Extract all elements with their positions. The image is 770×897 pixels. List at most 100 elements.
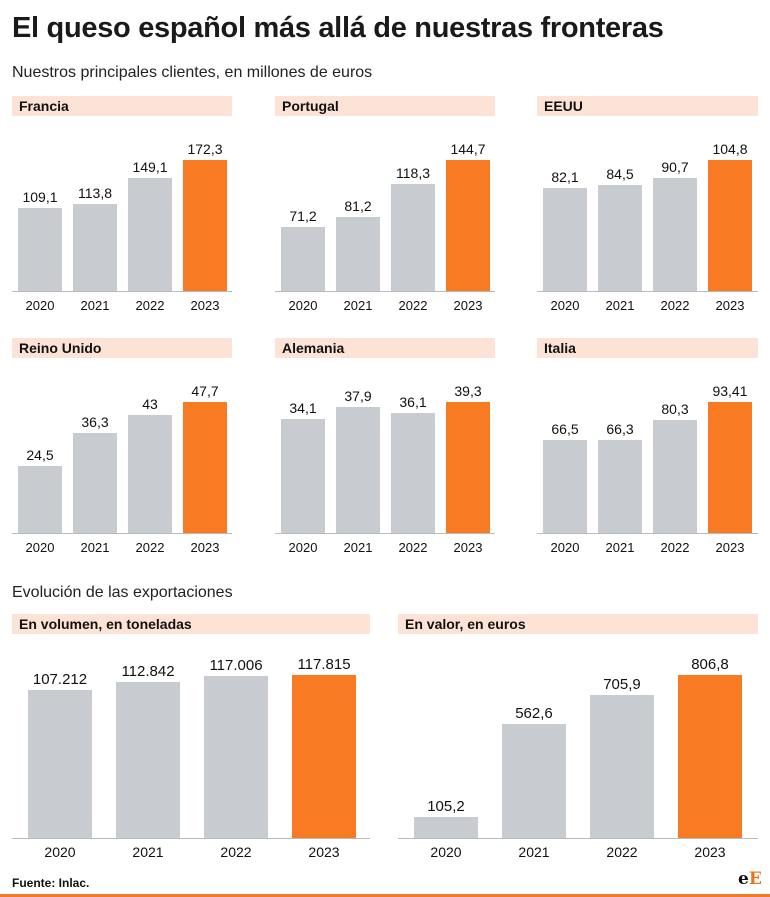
data-label: 109,1: [22, 189, 57, 205]
x-tick-label: 2021: [606, 540, 635, 555]
chart-title: Italia: [537, 338, 758, 358]
data-label: 562,6: [515, 705, 553, 722]
bar-2022: [128, 178, 172, 291]
logo-letter: e: [738, 869, 749, 889]
bar-2023: [678, 675, 742, 838]
x-tick-label: 2023: [308, 844, 339, 860]
bar-2022: [653, 420, 697, 533]
bar-2021: [116, 682, 180, 838]
x-tick-label: 2022: [136, 298, 165, 313]
page-subtitle: Nuestros principales clientes, en millon…: [12, 64, 373, 81]
x-tick-label: 2021: [518, 844, 549, 860]
x-tick-label: 2022: [220, 844, 251, 860]
x-tick-label: 2021: [81, 298, 110, 313]
data-label: 93,41: [712, 383, 747, 399]
data-label: 149,1: [132, 159, 167, 175]
bar-2020: [28, 690, 92, 838]
bar-2021: [502, 724, 566, 838]
x-tick-label: 2023: [716, 540, 745, 555]
bar-2020: [281, 419, 325, 533]
data-label: 39,3: [454, 383, 481, 399]
x-tick-label: 2020: [289, 540, 318, 555]
chart-title: Portugal: [275, 96, 495, 116]
bar-2022: [391, 413, 435, 533]
x-tick-label: 2022: [661, 298, 690, 313]
x-tick-label: 2021: [606, 298, 635, 313]
bar-2023: [708, 402, 752, 533]
x-tick-label: 2021: [132, 844, 163, 860]
chart-panel-volumen: En volumen, en toneladas 107.212 2020 112.…: [12, 614, 370, 864]
x-tick-label: 2022: [399, 540, 428, 555]
chart-title: En valor, en euros: [398, 614, 758, 634]
data-label: 117.006: [209, 657, 262, 674]
bar-2022: [653, 178, 697, 291]
data-label: 806,8: [691, 656, 729, 673]
data-label: 90,7: [661, 159, 688, 175]
bar-chart: 107.212 2020 112.842 2021 117.006 2022 117.815…: [12, 656, 370, 860]
bar-2023: [708, 160, 752, 291]
bar-chart: 34,1 2020 37,9 2021 36,1 2022 39,3 2023: [275, 383, 495, 555]
data-label: 80,3: [661, 401, 688, 417]
x-tick-label: 2020: [551, 540, 580, 555]
data-label: 117.815: [297, 656, 350, 673]
data-label: 112.842: [121, 663, 174, 680]
bar-2021: [336, 217, 380, 291]
bar-2021: [598, 185, 642, 291]
x-tick-label: 2023: [454, 540, 483, 555]
chart-panel-reino-unido: Reino Unido 24,5 2020 36,3 2021 43 2022 47,7 20…: [12, 338, 232, 558]
bar-chart: 105,2 2020 562,6 2021 705,9 2022 806,8 2023: [398, 656, 758, 860]
bar-2020: [414, 817, 478, 838]
source-note: Fuente: Inlac.: [12, 876, 90, 890]
footer-accent-line: [0, 894, 770, 897]
bar-2020: [18, 466, 62, 533]
bar-2023: [183, 402, 227, 533]
x-tick-label: 2021: [81, 540, 110, 555]
x-tick-label: 2020: [551, 298, 580, 313]
data-label: 71,2: [289, 208, 316, 224]
chart-title: EEUU: [537, 96, 758, 116]
x-tick-label: 2020: [26, 298, 55, 313]
x-tick-label: 2022: [606, 844, 637, 860]
bar-2020: [543, 188, 587, 291]
bar-2022: [204, 676, 268, 838]
x-tick-label: 2023: [716, 298, 745, 313]
bar-2021: [336, 407, 380, 533]
bar-2022: [128, 415, 172, 533]
data-label: 24,5: [26, 447, 53, 463]
x-tick-label: 2023: [694, 844, 725, 860]
x-tick-label: 2023: [191, 298, 220, 313]
x-tick-label: 2022: [399, 298, 428, 313]
data-label: 81,2: [344, 198, 371, 214]
bar-2021: [598, 440, 642, 533]
logo-letter: E: [748, 869, 762, 889]
data-label: 36,3: [81, 414, 108, 430]
bar-2022: [391, 184, 435, 291]
brand-logo: eE: [738, 869, 762, 889]
bar-2023: [446, 160, 490, 291]
x-tick-label: 2020: [430, 844, 461, 860]
bar-chart: 66,5 2020 66,3 2021 80,3 2022 93,41 2023: [537, 383, 758, 555]
data-label: 82,1: [551, 169, 578, 185]
bar-2023: [183, 160, 227, 291]
chart-title: En volumen, en toneladas: [12, 614, 370, 634]
chart-panel-alemania: Alemania 34,1 2020 37,9 2021 36,1 2022 39,3 202…: [275, 338, 495, 558]
bar-2020: [543, 440, 587, 533]
bar-2022: [590, 695, 654, 838]
data-label: 43: [142, 396, 158, 412]
data-label: 144,7: [450, 141, 485, 157]
x-tick-label: 2020: [289, 298, 318, 313]
chart-panel-portugal: Portugal 71,2 2020 81,2 2021 118,3 2022 144,7 2…: [275, 96, 495, 316]
chart-panel-valor: En valor, en euros 105,2 2020 562,6 2021 705…: [398, 614, 758, 864]
data-label: 47,7: [191, 383, 218, 399]
chart-panel-francia: Francia 109,1 2020 113,8 2021 149,1 2022 172,3…: [12, 96, 232, 316]
data-label: 107.212: [33, 671, 87, 688]
chart-title: Reino Unido: [12, 338, 232, 358]
bar-2020: [18, 208, 62, 291]
data-label: 66,3: [606, 421, 633, 437]
chart-panel-italia: Italia 66,5 2020 66,3 2021 80,3 2022 93,41 2023: [537, 338, 758, 558]
bar-2023: [292, 675, 356, 838]
chart-panel-eeuu: EEUU 82,1 2020 84,5 2021 90,7 2022 104,8 2023: [537, 96, 758, 316]
page-title: El queso español más allá de nuestras fr…: [12, 12, 664, 44]
bar-chart: 109,1 2020 113,8 2021 149,1 2022 172,3 2023: [12, 141, 232, 313]
bar-2021: [73, 433, 117, 533]
